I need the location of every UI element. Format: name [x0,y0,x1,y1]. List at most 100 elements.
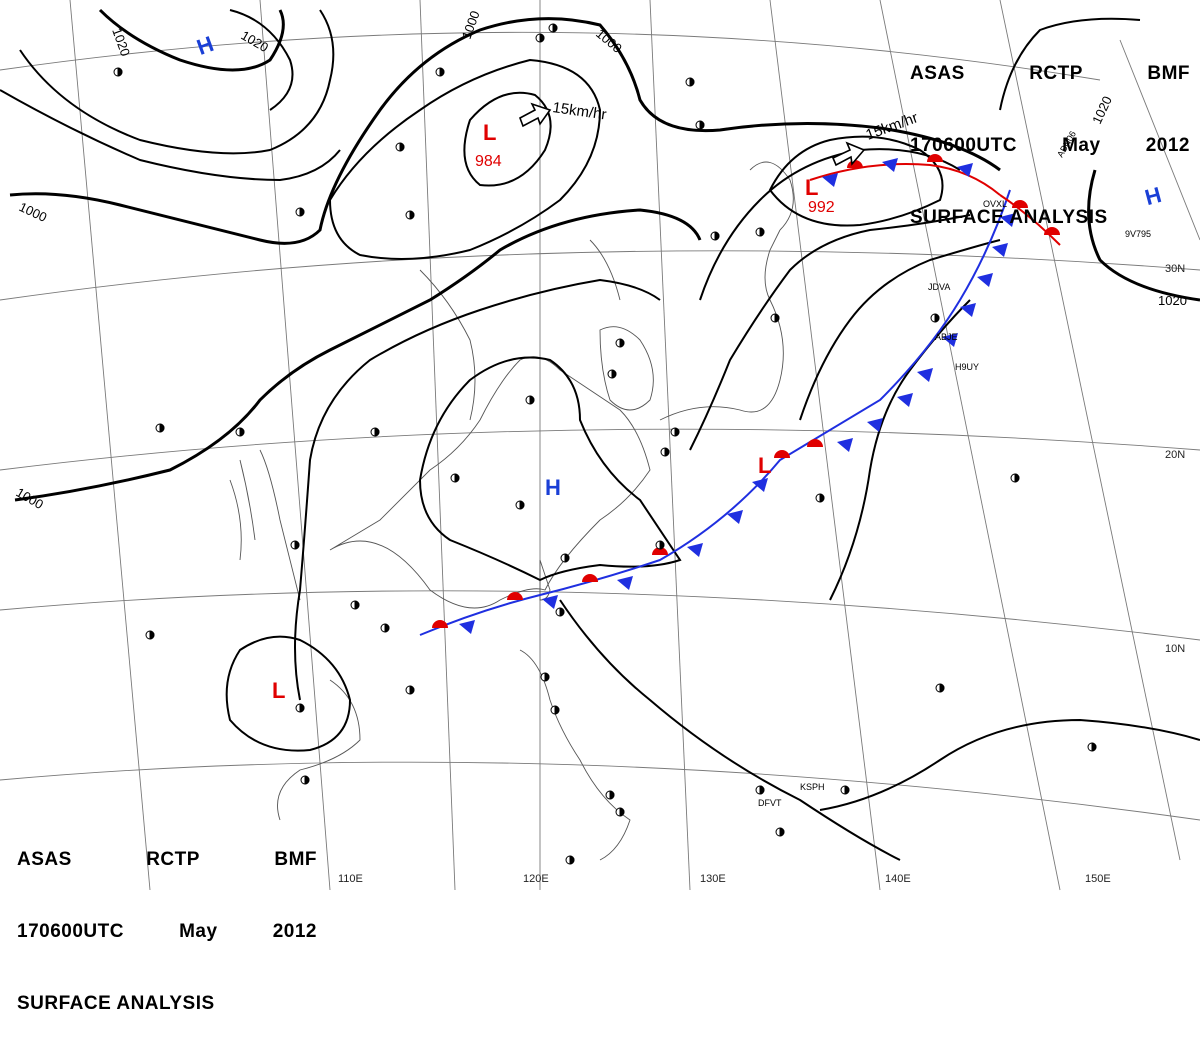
isobar-1016-south [819,718,1200,811]
station-cloud-cover [544,672,550,682]
low-japan-marker: L [805,175,818,200]
cold-front-triangle [687,543,703,557]
station-cloud-cover [239,427,245,437]
station-cloud-cover [384,623,390,633]
isobar-1020-n [229,9,294,111]
fronts [419,163,1061,636]
longitude-label: 130E [700,873,726,885]
warm-front-semicircle [432,620,448,628]
agency-code: ASAS [17,849,72,870]
cold-front-triangle [752,478,768,492]
cold-front-triangle [617,576,633,590]
warm-front-semicircle [652,547,668,555]
station-cloud-cover [779,827,785,837]
low-mongolia-marker: L [483,120,496,145]
cold-front-triangle [837,438,853,452]
cold-front-triangle [992,243,1008,257]
station-cloud-cover [759,785,765,795]
station-cloud-cover [1091,742,1097,752]
isobar-japan-low [768,135,944,227]
station-code: KSPH [800,782,825,792]
station-cloud-cover [619,338,625,348]
isobar-996-mongolia [328,58,602,260]
cold-front-triangle [942,333,958,347]
analysis-month: May [1062,135,1101,156]
warm-front-semicircle [1044,227,1060,235]
station-cloud-cover [569,855,575,865]
cold-front-triangle [822,173,838,187]
header-line-2: 170600UTC May 2012 [17,920,317,944]
station-cloud-cover [699,120,705,130]
header-line-2: 170600UTC May 2012 [910,134,1190,158]
cold-front-triangle [542,595,558,609]
isobar-label-1020-se: 1020 [1158,293,1187,308]
low-japan-value: 992 [808,199,835,216]
motion-arrow-japan [831,141,866,167]
station-cloud-cover [934,313,940,323]
isobar-1008-east [689,214,971,451]
station-cloud-cover [774,313,780,323]
latitude-label: 20N [1165,449,1185,461]
station-cloud-cover [552,23,558,33]
warm-front-east [999,194,1061,246]
motion-arrow-mongolia [519,102,552,128]
pressure-systems: H L 984 L 992 H H L L [193,31,1164,703]
warm-front-semicircle [807,439,823,447]
station-code: RCTP [146,849,200,870]
warm-front-semicircle [774,450,790,458]
station-cloud-cover [299,703,305,713]
product-code: BMF [274,849,317,870]
station-cloud-cover [354,600,360,610]
longitude-label: 150E [1085,873,1111,885]
station-plots [113,23,1097,865]
station-code: H9UY [955,362,979,372]
cold-front-triangle [897,393,913,407]
occluded-front-japan [809,163,1001,196]
station-cloud-cover [1014,473,1020,483]
isobar-1000-west [14,208,702,502]
product-title: SURFACE ANALYSIS [910,207,1108,228]
cold-front-triangle [727,510,743,524]
station-cloud-cover [539,33,545,43]
station-cloud-cover [529,395,535,405]
station-cloud-cover [559,607,565,617]
cold-front-triangle [882,158,898,172]
station-code: ABJE [935,332,958,342]
latitude-label: 10N [1165,643,1185,655]
map-background [0,0,1200,900]
high-east-marker: H [1142,182,1164,210]
station-cloud-cover [117,67,123,77]
cold-front-triangle [867,418,883,432]
warm-front-semicircle [1012,200,1028,208]
isobar-south-low [225,635,352,752]
longitude-label: 110E [338,873,363,885]
station-cloud-cover [689,77,695,87]
analysis-time: 170600UTC [17,921,124,942]
station-cloud-cover [399,142,405,152]
high-central-marker: H [545,475,561,500]
meridian-lines [69,0,1200,891]
longitude-label: 120E [523,873,549,885]
station-cloud-cover [149,630,155,640]
stationary-front-east [419,189,1011,636]
header-line-1: ASAS RCTP BMF [910,62,1190,86]
cold-front-triangle [459,620,475,634]
analysis-year: 2012 [272,921,317,942]
station-cloud-cover [714,231,720,241]
station-cloud-cover [554,705,560,715]
low-front-marker: L [758,453,771,478]
isobar-1000-north [9,17,1001,245]
front-symbols [432,154,1060,634]
station-cloud-cover [409,210,415,220]
station-cloud-cover [564,553,570,563]
station-code: OVXL [983,199,1007,209]
surface-analysis-map: 1020 1020 1000 1000 1000 1000 1020 1020 … [0,0,1200,900]
header-bottom-left: ASAS RCTP BMF 170600UTC May 2012 SURFACE… [17,800,317,1040]
station-cloud-cover [674,427,680,437]
product-code: BMF [1147,63,1190,84]
station-cloud-cover [454,473,460,483]
station-cloud-cover [159,423,165,433]
analysis-year: 2012 [1145,135,1190,156]
station-cloud-cover [299,207,305,217]
cold-front-triangle [917,368,933,382]
